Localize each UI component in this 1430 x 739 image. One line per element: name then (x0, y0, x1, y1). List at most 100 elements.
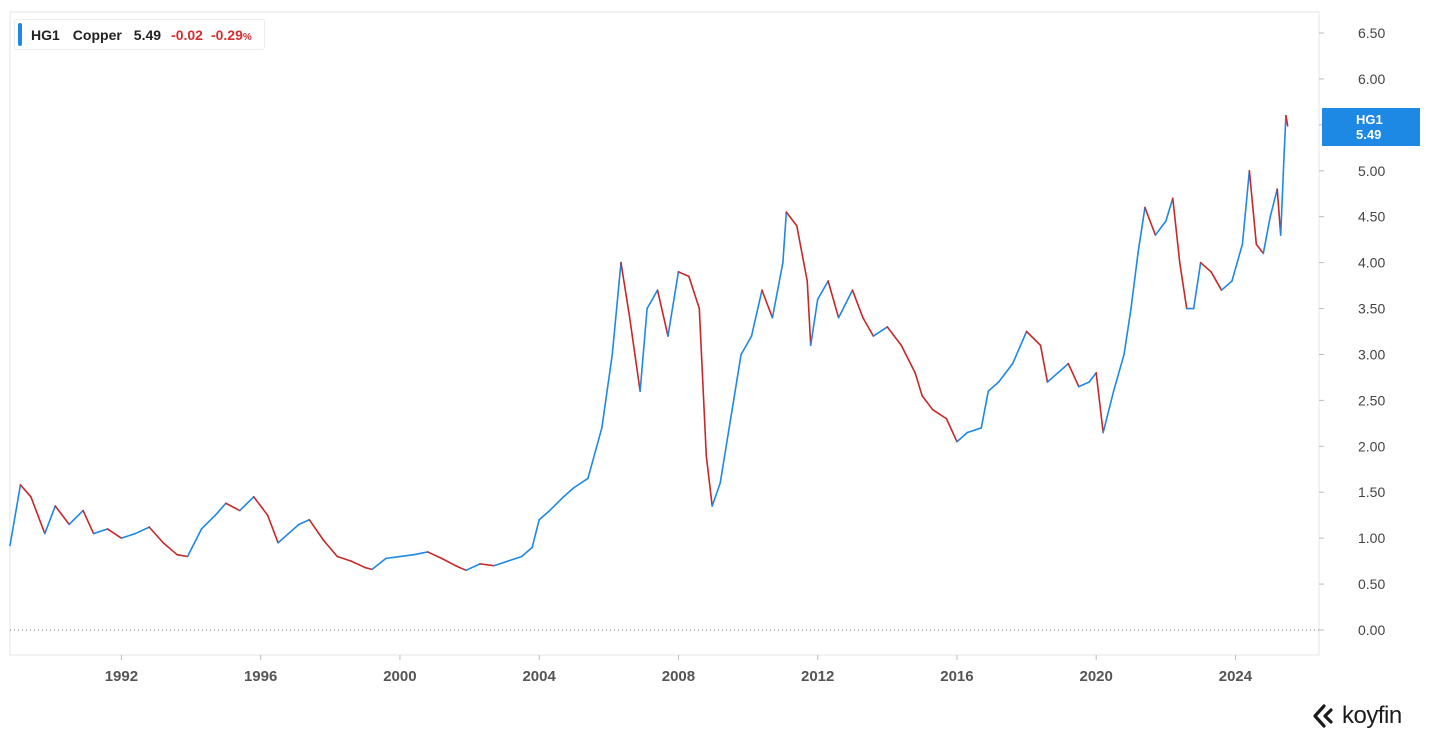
price-segment (238, 496, 255, 512)
y-tick-label: 2.00 (1358, 438, 1385, 454)
price-segment (1178, 261, 1188, 310)
x-tick-label: 2024 (1219, 668, 1253, 685)
price-segment (750, 289, 763, 337)
price-segment (1231, 243, 1244, 282)
legend-percent-symbol: % (242, 31, 252, 43)
price-segment (1192, 261, 1202, 310)
price-segment (479, 563, 495, 567)
y-tick-label: 3.50 (1358, 301, 1385, 317)
series-color-swatch (18, 23, 22, 46)
x-tick-label: 2000 (383, 668, 416, 685)
price-segment (1095, 372, 1104, 434)
price-segment (120, 532, 137, 539)
price-tag-ticker: HG1 (1356, 112, 1383, 127)
x-tick-label: 1996 (244, 668, 277, 685)
price-segment (493, 560, 509, 567)
price-segment (1241, 169, 1251, 246)
price-segment (573, 477, 589, 489)
price-segment (30, 496, 46, 535)
price-segment (639, 307, 648, 393)
plot-frame (9, 11, 1320, 656)
legend-ticker: HG1 (31, 26, 60, 43)
price-segment (620, 261, 631, 319)
price-segment (719, 417, 732, 484)
legend-change-percent-value: -0.29 (210, 26, 243, 43)
price-segment (252, 496, 269, 516)
price-segment (1077, 381, 1091, 388)
price-segment (795, 225, 809, 282)
price-segment (656, 289, 669, 337)
legend-series-name: Copper (72, 26, 122, 43)
price-segment (266, 514, 279, 544)
price-segment (1039, 344, 1049, 383)
price-segment (92, 528, 109, 535)
price-segment (587, 427, 603, 480)
price-segment (148, 526, 164, 544)
price-segment (667, 270, 680, 337)
price-segment (900, 344, 916, 374)
price-series-group (9, 114, 1289, 572)
x-tick-label: 2020 (1080, 668, 1113, 685)
price-segment (785, 211, 798, 227)
price-segment (308, 518, 325, 541)
y-tick-label: 1.00 (1358, 530, 1385, 546)
price-segment (200, 514, 217, 530)
price-segment (287, 523, 300, 535)
price-segment (1130, 252, 1139, 310)
price-segment (531, 518, 540, 549)
price-segment (1067, 362, 1080, 388)
price-segment (1220, 280, 1233, 291)
y-tick-label: 0.00 (1358, 622, 1385, 638)
koyfin-chevron-logo-icon (1313, 704, 1333, 728)
price-segment (1102, 390, 1115, 434)
legend-last-price: 5.49 (133, 26, 162, 43)
price-segment (399, 553, 415, 558)
price-segment (1283, 114, 1287, 154)
y-tick-label: 6.50 (1358, 25, 1385, 41)
price-segment (336, 555, 352, 562)
price-segment (82, 509, 95, 535)
price-segment (562, 486, 575, 498)
price-segment (364, 566, 373, 571)
price-segment (862, 316, 875, 337)
price-segment (646, 289, 659, 310)
y-tick-label: 1.50 (1358, 484, 1385, 500)
price-segment (1165, 197, 1174, 223)
price-segment (914, 372, 923, 397)
price-segment (886, 326, 903, 347)
price-segment (711, 482, 722, 507)
price-segment (837, 289, 854, 319)
price-segment (68, 509, 84, 526)
price-segment (997, 362, 1014, 383)
price-segment (186, 528, 203, 558)
price-segment (454, 564, 467, 572)
price-segment (980, 390, 990, 429)
y-tick-label: 0.50 (1358, 576, 1385, 592)
price-segment (176, 553, 189, 558)
x-axis: 1992 1996 2000 2004 2008 2012 2016 2020 2024 (105, 655, 1253, 685)
price-segment (385, 555, 401, 560)
legend-change-percent: -0.29% (211, 27, 252, 43)
price-segment (628, 316, 641, 393)
y-tick-label: 4.50 (1358, 209, 1385, 225)
price-segment (1276, 188, 1282, 236)
price-segment (465, 563, 481, 572)
series-legend[interactable]: HG1 Copper 5.49 -0.02 -0.29% (14, 19, 265, 50)
price-segment (921, 394, 934, 411)
price-segment (371, 557, 387, 571)
price-segment (225, 502, 241, 512)
price-segment (677, 270, 690, 278)
price-segment (1255, 243, 1265, 255)
price-segment (945, 417, 958, 443)
price-segment (9, 484, 22, 547)
price-segment (440, 557, 457, 567)
y-tick-label: 3.00 (1358, 346, 1385, 362)
price-segment (809, 298, 819, 347)
price-segment (413, 551, 429, 556)
x-tick-label: 2012 (801, 668, 834, 685)
price-segment (1123, 307, 1132, 356)
price-segment (816, 280, 829, 301)
price-segment (1285, 114, 1289, 127)
price-segment (538, 509, 551, 521)
